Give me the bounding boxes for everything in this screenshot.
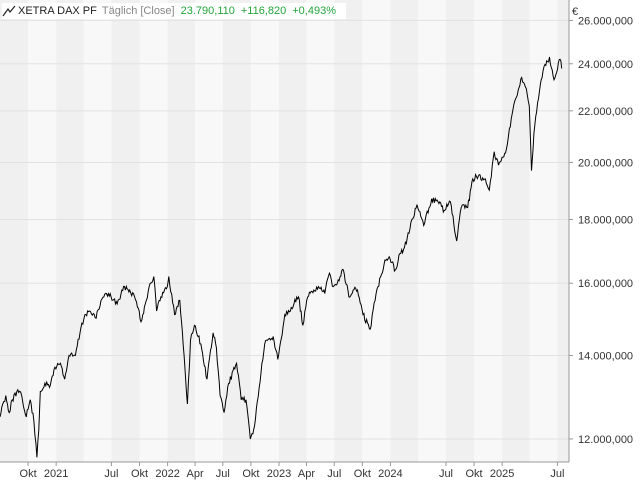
x-tick-label: 2024: [378, 468, 402, 480]
quarter-band: [334, 0, 363, 462]
y-tick-label: 16.000,000: [578, 278, 633, 290]
y-tick-label: 20.000,000: [578, 157, 633, 169]
x-tick-label: Jul: [104, 468, 118, 480]
currency-label: €: [572, 6, 578, 18]
chart-gridlines: [0, 19, 569, 440]
quarter-band: [250, 0, 280, 462]
y-tick-label: 18.000,000: [578, 214, 633, 226]
x-tick-label: Okt: [131, 468, 148, 480]
x-axis-tick-labels: Okt 2021 Jul Okt 2022 Apr Jul Okt 2023 Apr Jul Okt 2…: [20, 462, 564, 480]
last-price: 23.790,110: [180, 5, 235, 17]
quarter-band: [0, 0, 29, 462]
quarter-band: [167, 0, 196, 462]
x-tick-label: Jul: [550, 468, 564, 480]
quarter-band: [28, 0, 57, 462]
change-absolute: +116,820: [240, 5, 287, 17]
y-axis-tick-labels: 12.000,000 14.000,000 16.000,000 18.000,000…: [569, 15, 633, 446]
chart-background-bands: [0, 0, 569, 462]
y-tick-label: 14.000,000: [578, 351, 633, 363]
x-tick-label: Okt: [20, 468, 37, 480]
period-label: Täglich [Close]: [101, 5, 175, 17]
quarter-band: [445, 0, 475, 462]
y-tick-label: 24.000,000: [578, 59, 633, 71]
y-tick-label: 26.000,000: [578, 15, 633, 27]
quarter-band: [56, 0, 84, 462]
change-percent: +0,493%: [292, 5, 336, 17]
quarter-band: [306, 0, 335, 462]
quarter-band: [557, 0, 569, 462]
quarter-band: [279, 0, 307, 462]
quarter-band: [83, 0, 112, 462]
quarter-band: [474, 0, 503, 462]
price-line: [0, 56, 563, 458]
x-tick-label: Jul: [327, 468, 341, 480]
chart-logo-icon: [2, 5, 16, 17]
chart-header: XETRA DAX PF Täglich [Close] 23.790,110 …: [2, 3, 346, 19]
y-tick-label: 22.000,000: [578, 106, 633, 118]
x-tick-label: 2021: [44, 468, 68, 480]
quarter-band: [390, 0, 419, 462]
quarter-band: [222, 0, 251, 462]
x-tick-label: Okt: [242, 468, 259, 480]
quarter-band: [502, 0, 530, 462]
x-tick-label: Apr: [186, 468, 203, 480]
x-tick-label: Okt: [466, 468, 483, 480]
x-tick-label: Okt: [354, 468, 371, 480]
quarter-band: [529, 0, 558, 462]
quarter-band: [195, 0, 223, 462]
x-tick-label: Jul: [439, 468, 453, 480]
x-tick-label: Apr: [298, 468, 315, 480]
x-tick-label: 2023: [267, 468, 291, 480]
quarter-band: [139, 0, 168, 462]
x-tick-label: 2022: [155, 468, 179, 480]
quarter-band: [418, 0, 446, 462]
x-tick-label: Jul: [216, 468, 230, 480]
quarter-band: [111, 0, 140, 462]
x-tick-label: 2025: [490, 468, 514, 480]
quarter-band: [362, 0, 391, 462]
instrument-name: XETRA DAX PF: [18, 5, 97, 17]
y-tick-label: 12.000,000: [578, 434, 633, 446]
